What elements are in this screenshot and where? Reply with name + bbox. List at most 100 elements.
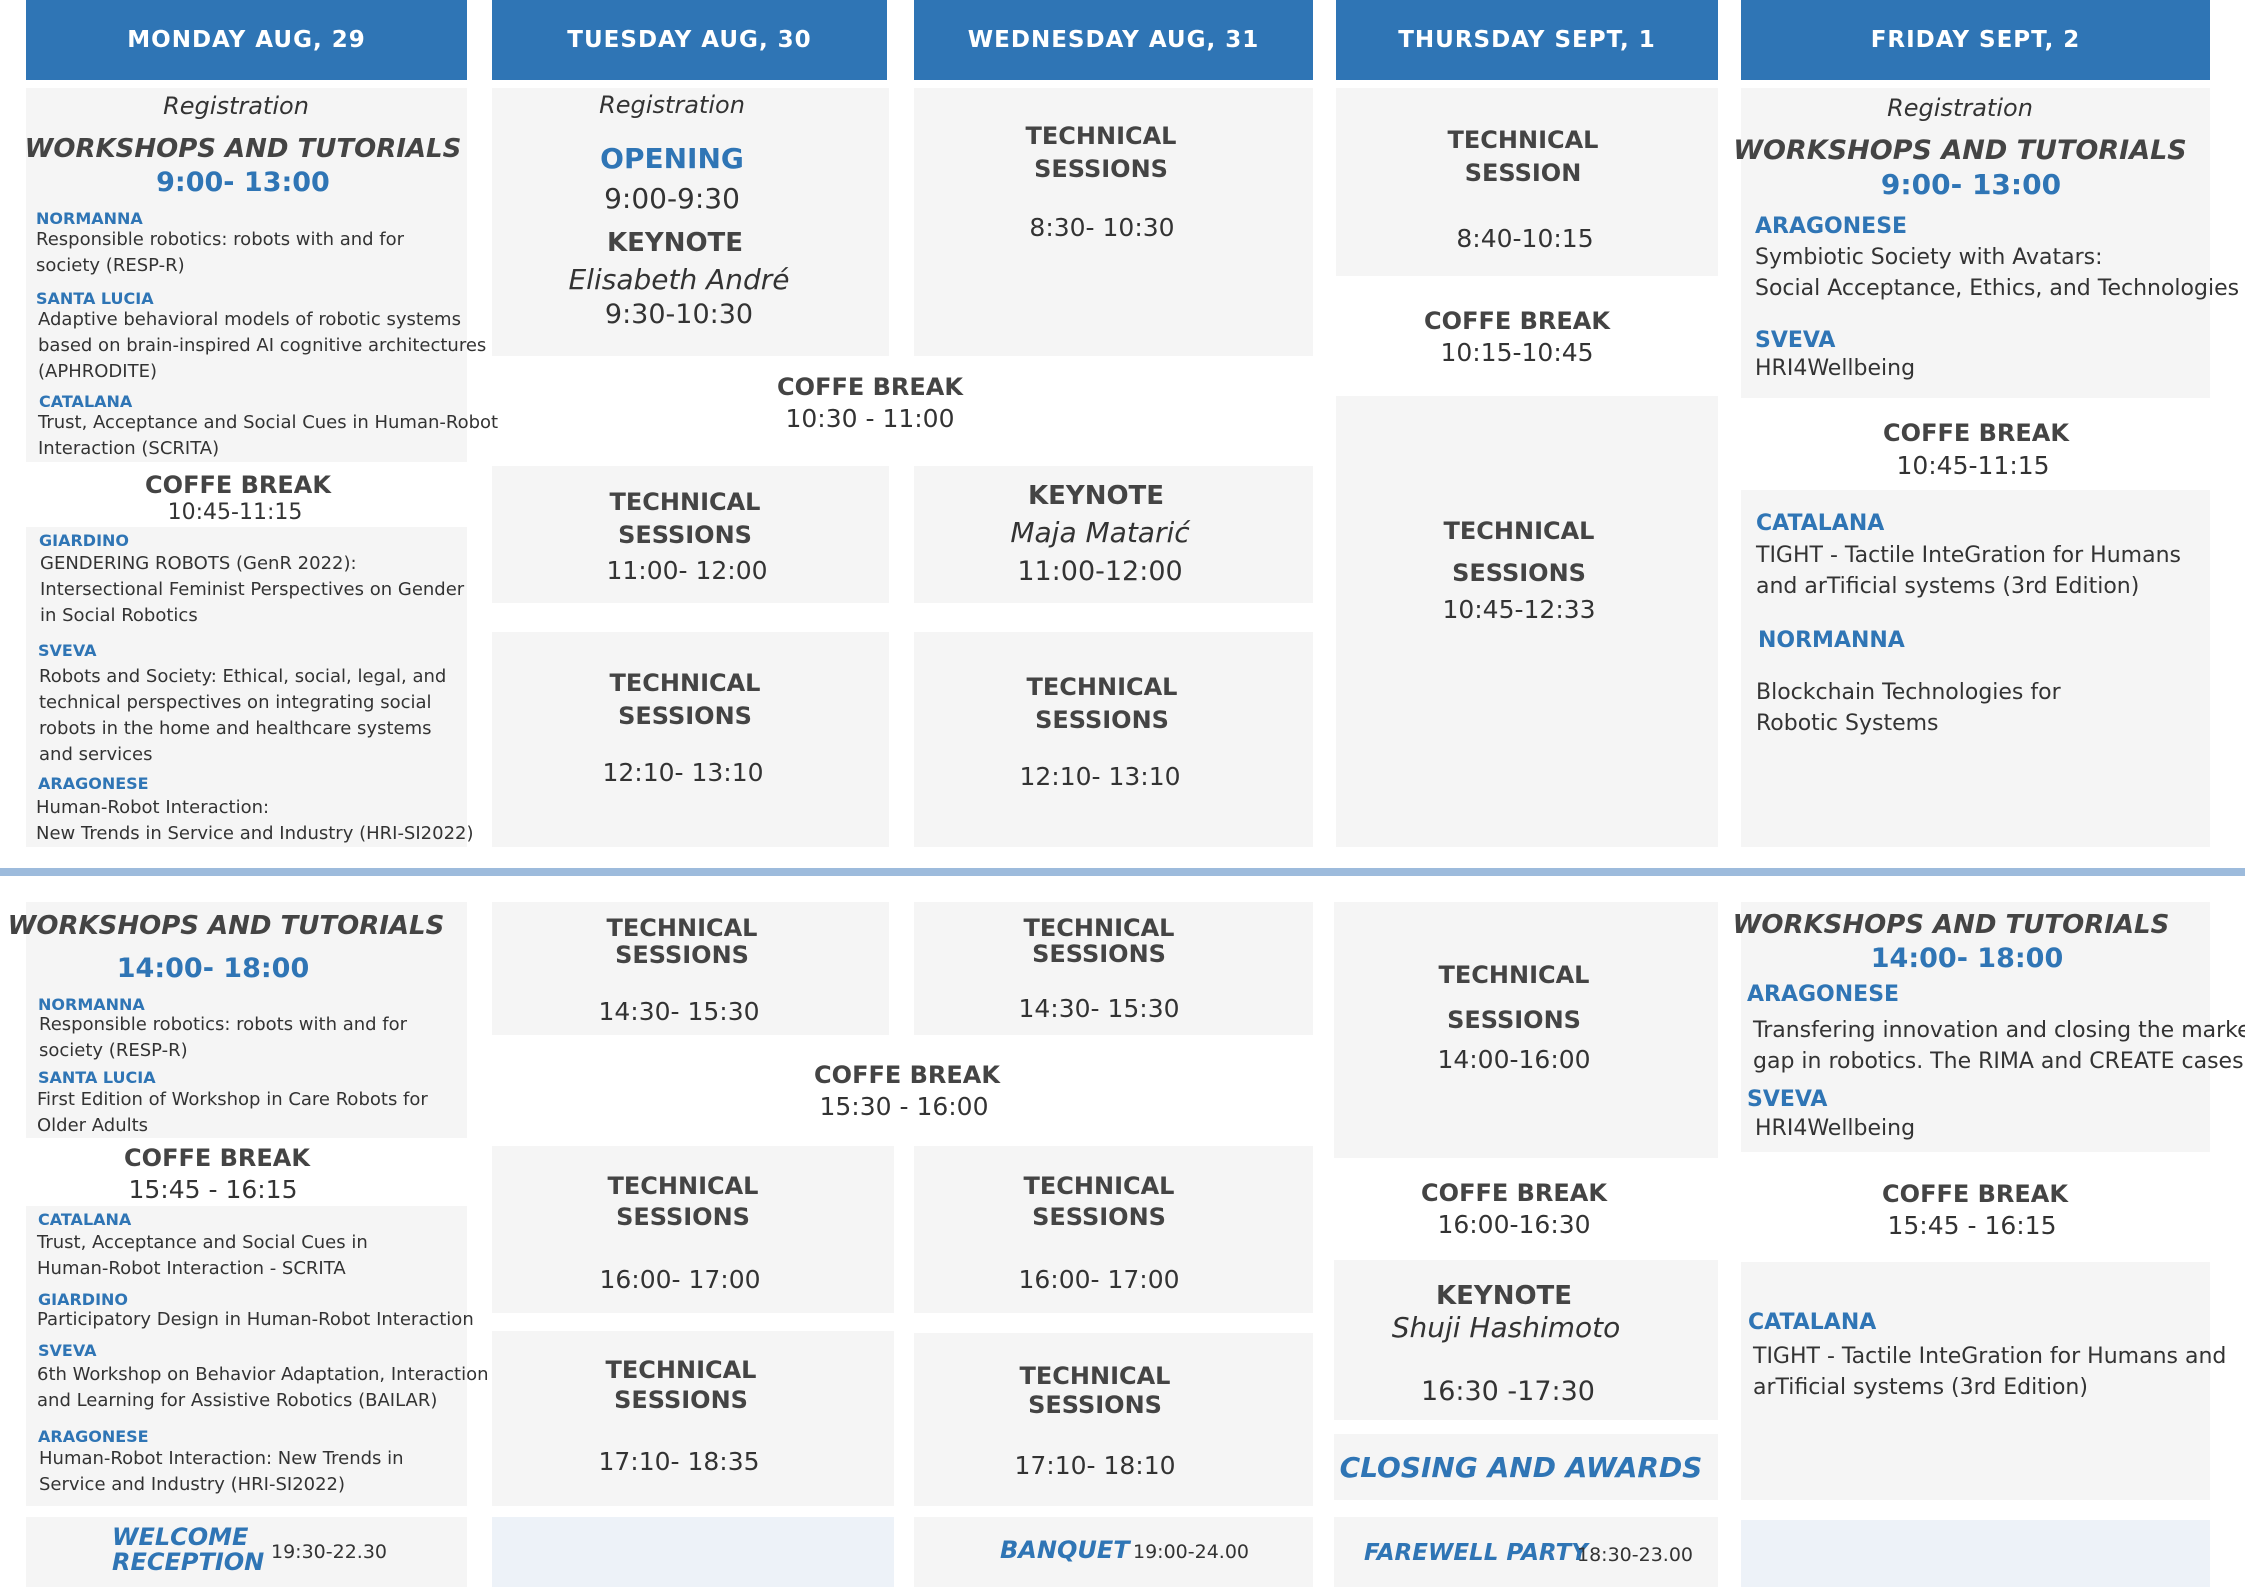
wednesday-keynote-time: 11:00-12:00: [1017, 556, 1183, 587]
tuesday-ts5-label: TECHNICAL SESSIONS: [605, 1356, 757, 1414]
friday-evening-block: [1741, 1520, 2210, 1587]
thursday-evening-block: [1334, 1517, 1718, 1587]
thursday-keynote-time: 16:30 -17:30: [1421, 1376, 1595, 1407]
monday-am-room: SVEVA: [38, 641, 97, 660]
friday-pm-desc: HRI4Wellbeing: [1755, 1116, 1916, 1141]
tuesday-coffee-time: 10:30 - 11:00: [785, 404, 955, 433]
day-header-tuesday: TUESDAY AUG, 30: [492, 0, 887, 80]
wednesday-ts0-time: 8:30- 10:30: [1029, 213, 1175, 242]
monday-pm-desc: Participatory Design in Human-Robot Inte…: [37, 1309, 474, 1330]
thursday-keynote-block: [1334, 1260, 1718, 1420]
monday-pm-desc: Trust, Acceptance and Social Cues in Huma…: [37, 1232, 368, 1279]
wednesday-ts4-block: [914, 1146, 1313, 1313]
monday-pm-time: 14:00- 18:00: [116, 953, 310, 984]
tuesday-ts5-block: [492, 1331, 894, 1506]
monday-pm-coffee-label: COFFE BREAK: [124, 1144, 310, 1172]
friday-am-room: NORMANNA: [1758, 628, 1905, 653]
wednesday-ts2-block: [914, 632, 1313, 847]
thursday-coffee-label: COFFE BREAK: [1424, 307, 1610, 335]
wednesday-keynote-label: KEYNOTE: [1027, 481, 1165, 511]
thursday-keynote-label: KEYNOTE: [1435, 1281, 1573, 1311]
monday-am-desc: Trust, Acceptance and Social Cues in Hum…: [38, 412, 499, 459]
wednesday-ts3-block: [914, 902, 1313, 1035]
wednesday-ts2-label: TECHNICAL SESSIONS: [1026, 673, 1178, 734]
monday-am-desc: GENDERING ROBOTS (GenR 2022): Intersectio…: [40, 553, 465, 626]
friday-am-room: ARAGONESE: [1755, 214, 1908, 239]
friday-pm-block: [1741, 902, 2210, 1152]
tuesday-registration: Registration: [599, 91, 745, 119]
friday-am-time: 9:00- 13:00: [1880, 168, 2062, 201]
thursday-evening-event: FAREWELL PARTY: [1364, 1540, 1588, 1566]
friday-am-desc: Blockchain Technologies for Robotic Syste…: [1756, 680, 2061, 736]
friday-pm-room: SVEVA: [1747, 1087, 1828, 1112]
monday-am-block2: [26, 527, 467, 847]
friday-am-block2: [1741, 490, 2210, 847]
thursday-ts0-block: [1336, 88, 1718, 276]
friday-pm-desc: Transfering innovation and closing the m…: [1753, 1018, 2245, 1074]
monday-pm-coffee-time: 15:45 - 16:15: [128, 1175, 298, 1204]
monday-am-room: GIARDINO: [39, 531, 130, 550]
thursday-ts0-time: 8:40-10:15: [1456, 224, 1594, 253]
wednesday-ts2-time: 12:10- 13:10: [1019, 762, 1181, 791]
friday-am-desc: HRI4Wellbeing: [1755, 356, 1916, 381]
tuesday-pm-coffee-label: COFFE BREAK: [814, 1061, 1000, 1089]
friday-am-room: CATALANA: [1756, 511, 1885, 536]
monday-pm-desc: 6th Workshop on Behavior Adaptation, Int…: [37, 1364, 489, 1411]
tuesday-pm-coffee-time: 15:30 - 16:00: [819, 1092, 989, 1121]
tuesday-keynote-time: 9:30-10:30: [604, 299, 754, 330]
tuesday-keynote-label: KEYNOTE: [606, 228, 744, 258]
thursday-ts1-label: TECHNICAL SESSIONS: [1443, 517, 1595, 587]
tuesday-ts2-label: TECHNICAL SESSIONS: [609, 669, 761, 730]
monday-pm-room: CATALANA: [38, 1210, 132, 1229]
monday-am-desc: Adaptive behavioral models of robotic sy…: [38, 309, 487, 382]
monday-pm-room: GIARDINO: [38, 1290, 129, 1309]
thursday-closing-block: [1334, 1434, 1718, 1500]
thursday-coffee-time: 10:15-10:45: [1440, 338, 1594, 367]
tuesday-opening-block: [492, 88, 889, 356]
tuesday-ts4-time: 16:00- 17:00: [599, 1265, 761, 1294]
wednesday-ts5-label: TECHNICAL SESSIONS: [1019, 1362, 1171, 1419]
thursday-ts2-time: 14:00-16:00: [1437, 1045, 1591, 1074]
friday-am-room: SVEVA: [1755, 328, 1836, 353]
tuesday-ts4-block: [492, 1146, 894, 1313]
monday-am-room: ARAGONESE: [38, 774, 149, 793]
monday-am-desc: Responsible robotics: robots with and fo…: [36, 229, 405, 276]
monday-pm-block: [26, 902, 467, 1138]
wednesday-ts3-time: 14:30- 15:30: [1018, 994, 1180, 1023]
friday-am-desc: TIGHT - Tactile InteGration for Humans an…: [1756, 543, 2181, 599]
wednesday-evening-block: [914, 1517, 1313, 1587]
wednesday-evening-time: 19:00-24.00: [1133, 1541, 1250, 1563]
tuesday-evening-block: [492, 1517, 894, 1587]
thursday-evening-time: 18:30-23.00: [1577, 1544, 1694, 1566]
monday-coffee-label: COFFE BREAK: [145, 471, 331, 499]
thursday-ts0-label: TECHNICAL SESSION: [1447, 126, 1599, 187]
monday-am-desc: Robots and Society: Ethical, social, leg…: [39, 666, 447, 765]
friday-pm-workshops-title: WORKSHOPS AND TUTORIALS: [1732, 910, 2170, 940]
tuesday-ts2-block: [492, 632, 889, 847]
tuesday-ts1-time: 11:00- 12:00: [606, 556, 768, 585]
tuesday-ts1-label: TECHNICAL SESSIONS: [609, 488, 761, 549]
thursday-ts1-block: [1336, 396, 1718, 847]
thursday-pm-coffee-label: COFFE BREAK: [1421, 1179, 1607, 1207]
monday-evening-event: WELCOME RECEPTION: [112, 1523, 265, 1576]
monday-am-time: 9:00- 13:00: [156, 167, 330, 198]
friday-pm-time: 14:00- 18:00: [1870, 943, 2064, 974]
tuesday-ts4-label: TECHNICAL SESSIONS: [607, 1172, 759, 1231]
wednesday-keynote-block: [914, 466, 1313, 603]
wednesday-ts3-label: TECHNICAL SESSIONS: [1023, 914, 1175, 968]
wednesday-ts4-label: TECHNICAL SESSIONS: [1023, 1172, 1175, 1231]
tuesday-ts3-block: [492, 902, 889, 1035]
friday-pm-coffee-label: COFFE BREAK: [1882, 1180, 2068, 1208]
thursday-pm-coffee-time: 16:00-16:30: [1437, 1210, 1591, 1239]
day-header-wednesday: WEDNESDAY AUG, 31: [914, 0, 1313, 80]
friday-coffee-time: 10:45-11:15: [1896, 451, 2050, 480]
thursday-closing: CLOSING AND AWARDS: [1339, 1451, 1703, 1484]
monday-pm-room: SVEVA: [38, 1341, 97, 1360]
day-header-monday: MONDAY AUG, 29: [26, 0, 467, 80]
monday-evening-block: [26, 1517, 467, 1587]
tuesday-ts2-time: 12:10- 13:10: [602, 758, 764, 787]
monday-pm-desc: First Edition of Workshop in Care Robots…: [37, 1089, 428, 1136]
tuesday-opening-label: OPENING: [600, 142, 744, 175]
monday-workshops-title: WORKSHOPS AND TUTORIALS: [24, 134, 462, 164]
tuesday-keynote-name: Elisabeth André: [568, 263, 790, 296]
